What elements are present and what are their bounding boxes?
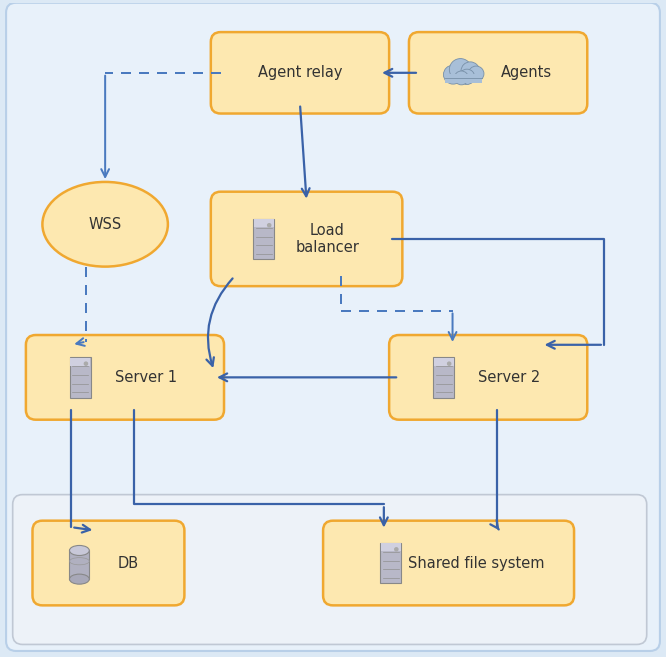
Text: Load
balancer: Load balancer bbox=[295, 223, 359, 255]
Circle shape bbox=[450, 58, 472, 80]
Text: Agents: Agents bbox=[501, 65, 552, 80]
FancyBboxPatch shape bbox=[70, 357, 91, 397]
Ellipse shape bbox=[43, 182, 168, 267]
FancyBboxPatch shape bbox=[253, 219, 274, 259]
FancyBboxPatch shape bbox=[71, 358, 91, 366]
FancyBboxPatch shape bbox=[389, 335, 587, 420]
Text: Agent relay: Agent relay bbox=[258, 65, 342, 80]
FancyBboxPatch shape bbox=[381, 543, 401, 551]
Circle shape bbox=[444, 65, 463, 84]
FancyBboxPatch shape bbox=[33, 521, 184, 605]
Text: Server 1: Server 1 bbox=[115, 370, 177, 385]
FancyBboxPatch shape bbox=[6, 3, 660, 651]
Ellipse shape bbox=[69, 545, 89, 556]
Text: Server 2: Server 2 bbox=[478, 370, 541, 385]
FancyBboxPatch shape bbox=[211, 192, 402, 286]
FancyBboxPatch shape bbox=[254, 219, 274, 227]
Text: Shared file system: Shared file system bbox=[408, 556, 545, 570]
FancyBboxPatch shape bbox=[409, 32, 587, 114]
Bar bbox=[445, 74, 482, 83]
FancyBboxPatch shape bbox=[434, 358, 454, 366]
FancyBboxPatch shape bbox=[433, 357, 454, 397]
FancyBboxPatch shape bbox=[211, 32, 389, 114]
FancyBboxPatch shape bbox=[26, 335, 224, 420]
Circle shape bbox=[448, 362, 451, 365]
Circle shape bbox=[454, 71, 468, 85]
Text: DB: DB bbox=[118, 556, 139, 570]
Circle shape bbox=[459, 69, 475, 85]
Ellipse shape bbox=[69, 574, 89, 584]
FancyBboxPatch shape bbox=[13, 495, 647, 645]
Text: WSS: WSS bbox=[89, 217, 122, 232]
Circle shape bbox=[468, 66, 484, 81]
FancyBboxPatch shape bbox=[323, 521, 574, 605]
Circle shape bbox=[85, 362, 87, 365]
Circle shape bbox=[395, 548, 398, 551]
FancyBboxPatch shape bbox=[380, 543, 402, 583]
Circle shape bbox=[461, 62, 480, 80]
Bar bbox=[69, 551, 89, 579]
Circle shape bbox=[268, 223, 271, 227]
